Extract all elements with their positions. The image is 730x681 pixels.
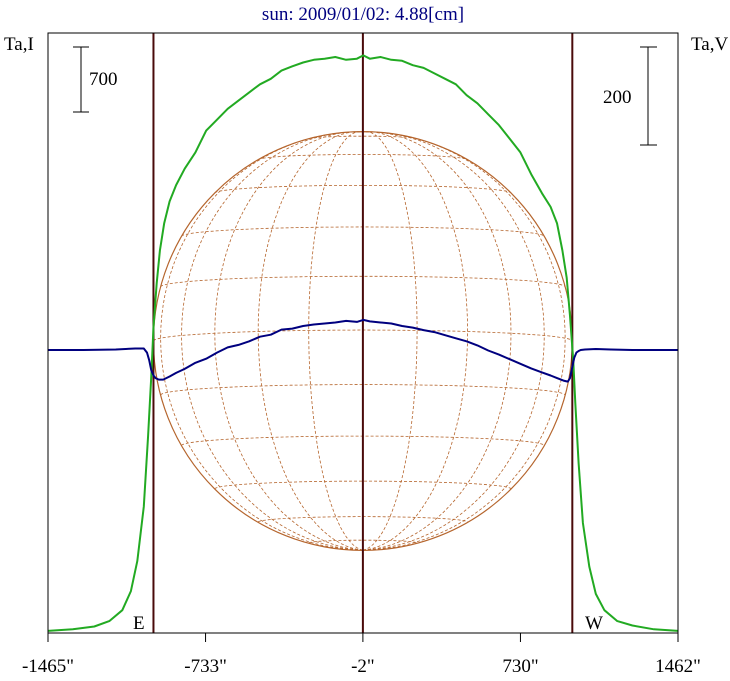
- disk-meridian: [362, 131, 545, 551]
- east-label: E: [133, 613, 145, 634]
- x-tick-label: 730": [502, 656, 538, 677]
- disk-meridian: [362, 131, 512, 551]
- disk-meridian: [160, 131, 363, 551]
- disk-parallel: [160, 384, 566, 396]
- x-tick-label: -733": [184, 656, 227, 677]
- x-tick-label: 1462": [655, 656, 701, 677]
- west-label: W: [585, 613, 603, 634]
- x-tick-label: -2": [351, 656, 375, 677]
- right-scale-label: 200: [603, 87, 632, 108]
- series-line-v: [48, 318, 678, 383]
- left-scale-label: 700: [89, 69, 118, 90]
- x-tick-label: -1465": [22, 656, 74, 677]
- disk-meridian: [362, 131, 469, 551]
- left-scale-bar: [73, 46, 89, 113]
- right-axis-label: Ta,V: [691, 34, 728, 55]
- disk-parallel: [308, 539, 418, 544]
- disk-meridian: [362, 131, 418, 551]
- series-group: [47, 54, 679, 632]
- disk-parallel: [214, 184, 512, 194]
- left-axis-label: Ta,I: [4, 34, 34, 55]
- disk-meridian: [308, 131, 364, 551]
- disk-meridian: [257, 131, 363, 551]
- disk-meridian: [214, 131, 363, 551]
- disk-parallel: [214, 480, 512, 490]
- x-axis: -1465" -733" -2" 730" 1462": [22, 633, 701, 677]
- series-line-i: [47, 54, 679, 632]
- disk-meridian: [181, 131, 363, 551]
- chart-title: sun: 2009/01/02: 4.88[cm]: [262, 4, 464, 25]
- right-scale-bar: [640, 46, 657, 146]
- disk-parallel: [308, 135, 418, 140]
